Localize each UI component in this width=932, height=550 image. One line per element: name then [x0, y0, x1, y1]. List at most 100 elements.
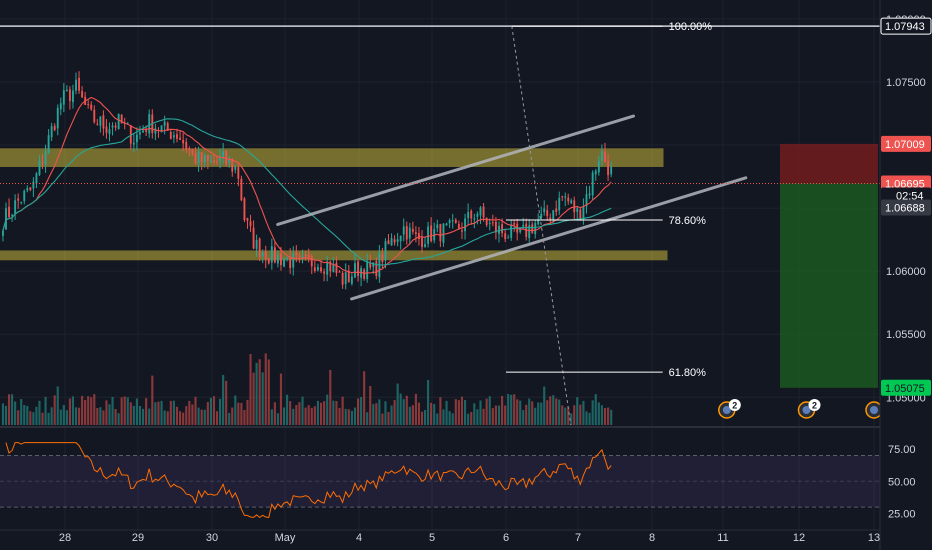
volume-bar	[87, 396, 90, 425]
volume-bar	[504, 405, 507, 425]
candle-body	[105, 126, 108, 133]
volume-bar	[26, 405, 29, 425]
stop-loss-zone[interactable]	[780, 143, 878, 184]
candle-body	[454, 219, 457, 224]
candle-body	[237, 167, 240, 179]
volume-bar	[442, 409, 445, 425]
time-tick-label: 12	[793, 532, 805, 544]
candle-body	[35, 173, 38, 184]
candle-body	[424, 244, 426, 247]
volume-bar	[289, 401, 292, 425]
volume-bar	[209, 397, 212, 425]
time-axis[interactable]: 28 29 30 May 4 5 6 7 8 11 12 13	[59, 532, 880, 544]
rsi-tick-label: 50.00	[888, 476, 916, 488]
price-tag	[881, 135, 931, 152]
candle-body	[457, 224, 460, 230]
candle-body	[369, 262, 372, 268]
candle-body	[323, 271, 326, 274]
volume-bar	[126, 397, 129, 425]
candle-body	[573, 200, 576, 213]
candle-body	[179, 137, 182, 140]
rsi-pane	[0, 442, 880, 519]
candle-body	[14, 200, 17, 215]
volume-bar	[555, 398, 558, 425]
volume-bar	[14, 401, 17, 425]
volume-bar	[188, 400, 191, 425]
candle-body	[427, 226, 430, 244]
volume-bar	[93, 394, 96, 425]
candle-body	[366, 261, 369, 280]
volume-bar	[111, 396, 114, 425]
volume-bar	[600, 405, 603, 425]
candle-body	[231, 158, 234, 172]
volume-bar	[470, 411, 473, 425]
candle-body	[597, 161, 600, 173]
volume-bar	[546, 400, 549, 425]
volume-bar	[267, 359, 270, 425]
volume-bar	[219, 398, 222, 425]
candle-body	[32, 181, 35, 189]
volume-bar	[448, 411, 451, 425]
channel-lower-line[interactable]	[350, 176, 748, 301]
candle-body	[534, 223, 537, 235]
volume-bar	[329, 369, 332, 425]
volume-bar	[105, 400, 108, 425]
volume-bar	[576, 397, 579, 425]
volume-bar	[44, 396, 47, 425]
candle-body	[68, 89, 71, 102]
candle-body	[261, 252, 264, 257]
volume-bar	[286, 394, 289, 425]
candle-body	[537, 219, 540, 225]
candle-body	[142, 130, 144, 133]
volume-bar	[423, 410, 427, 425]
short-position-tool[interactable]	[780, 143, 878, 388]
volume-bar	[20, 399, 23, 425]
price-tick-label: 1.07500	[886, 77, 926, 89]
candle-body	[234, 166, 237, 170]
candle-body	[23, 190, 26, 202]
volume-bar	[408, 406, 411, 425]
candle-body	[528, 225, 531, 238]
volume-bar	[543, 386, 546, 425]
time-tick-label: 4	[356, 532, 362, 544]
drawings[interactable]: 100.00% 78.60% 61.80%	[0, 21, 880, 426]
volume-bar	[549, 396, 552, 425]
event-count-badge	[808, 399, 821, 411]
volume-bar	[132, 405, 135, 425]
candle-body	[411, 229, 414, 232]
price-tag	[881, 379, 931, 396]
channel-upper-line[interactable]	[276, 114, 635, 226]
candle-body	[213, 160, 215, 163]
candle-body	[197, 151, 200, 164]
candle-body	[344, 272, 347, 285]
candle-body	[594, 170, 597, 175]
volume-bar	[243, 409, 246, 425]
candle-body	[442, 223, 445, 243]
candle-body	[26, 188, 29, 191]
candle-body	[267, 258, 270, 264]
time-tick-label: 7	[575, 532, 581, 544]
volume-bar	[411, 405, 414, 425]
volume-bar	[304, 407, 307, 425]
fib-trend-line[interactable]	[511, 26, 572, 426]
candle-body	[332, 264, 335, 273]
horizontal-zones[interactable]	[0, 148, 668, 261]
candle-body	[228, 160, 231, 164]
candle-body	[219, 157, 222, 161]
volume-bar	[393, 400, 396, 425]
candle-body	[491, 222, 494, 224]
time-tick-label: 8	[649, 532, 655, 544]
price-axis[interactable]: 1.050001.055001.060001.065001.070001.075…	[879, 0, 932, 550]
candle-body	[564, 196, 567, 198]
fib-level-label: 78.60%	[669, 215, 707, 227]
volume-bar	[96, 407, 99, 425]
volume-bar	[62, 405, 65, 425]
volume-bar	[99, 407, 102, 425]
price-axis-background	[880, 0, 932, 550]
resistance-zone[interactable]	[0, 148, 664, 167]
volume-bar	[540, 402, 543, 425]
take-profit-zone[interactable]	[780, 183, 878, 388]
candle-body	[2, 230, 4, 236]
